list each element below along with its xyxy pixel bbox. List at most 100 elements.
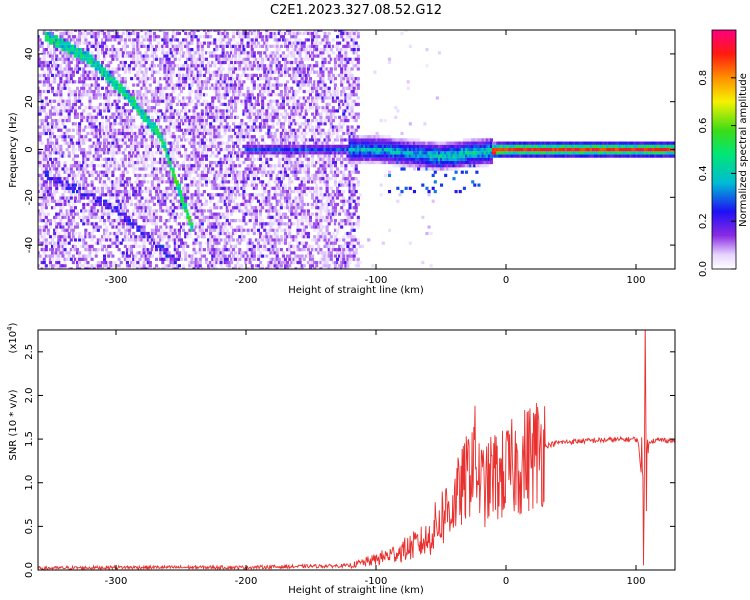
heatmap-cell xyxy=(92,215,96,219)
heatmap-cell xyxy=(231,167,236,171)
heatmap-cell xyxy=(71,73,75,78)
heatmap-cell xyxy=(209,215,213,219)
heatmap-cell xyxy=(246,177,250,181)
heatmap-cell xyxy=(265,148,269,152)
heatmap-cell xyxy=(92,89,96,94)
heatmap-cell xyxy=(167,209,171,213)
heatmap-cell xyxy=(175,164,179,168)
heatmap-cell xyxy=(177,193,181,197)
heatmap-cell xyxy=(78,164,82,168)
heatmap-cell xyxy=(204,106,209,110)
heatmap-cell xyxy=(100,164,105,168)
heatmap-cell xyxy=(63,241,67,245)
heatmap-cell xyxy=(123,96,127,100)
heatmap-cell xyxy=(100,186,105,190)
heatmap-cell xyxy=(219,196,223,200)
heatmap-cell xyxy=(211,141,215,145)
heatmap-cell xyxy=(92,73,96,78)
heatmap-cell xyxy=(259,167,263,171)
heatmap-cell xyxy=(84,93,88,97)
heatmap-cell xyxy=(92,31,96,36)
heatmap-cell xyxy=(121,173,125,178)
heatmap-cell xyxy=(155,244,159,249)
heatmap-cell xyxy=(275,238,279,242)
heatmap-cell xyxy=(144,144,148,148)
heatmap-cell xyxy=(69,106,73,110)
heatmap-cell xyxy=(200,193,204,197)
heatmap-cell xyxy=(157,235,161,239)
heatmap-cell xyxy=(65,222,69,226)
heatmap-cell xyxy=(96,157,100,161)
heatmap-cell xyxy=(142,202,146,207)
heatmap-cell xyxy=(53,47,57,52)
heatmap-cell xyxy=(261,109,265,113)
heatmap-cell xyxy=(94,35,98,39)
heatmap-cell xyxy=(231,44,236,48)
heatmap-cell xyxy=(169,164,173,168)
heatmap-cell xyxy=(163,193,167,197)
heatmap-cell xyxy=(67,118,71,123)
heatmap-cell xyxy=(215,212,219,216)
heatmap-cell xyxy=(225,115,229,119)
heatmap-cell xyxy=(98,128,102,132)
heatmap-cell xyxy=(48,60,53,65)
heatmap-cell xyxy=(198,251,202,255)
heatmap-cell xyxy=(250,73,254,78)
heatmap-cell xyxy=(84,186,88,190)
heatmap-cell xyxy=(86,138,90,142)
heatmap-cell xyxy=(238,60,242,65)
heatmap-cell xyxy=(215,77,219,81)
heatmap-cell xyxy=(236,47,240,52)
heatmap-cell xyxy=(275,202,279,207)
heatmap-cell xyxy=(78,254,82,258)
heatmap-cell xyxy=(46,141,50,145)
heatmap-cell xyxy=(152,238,157,242)
heatmap-cell xyxy=(59,202,63,207)
heatmap-cell xyxy=(53,44,57,48)
heatmap-cell xyxy=(113,77,117,81)
heatmap-cell xyxy=(161,57,165,61)
heatmap-cell xyxy=(246,167,250,171)
heatmap-cell xyxy=(215,193,219,197)
heatmap-cell xyxy=(140,167,144,171)
heatmap-cell xyxy=(229,135,233,139)
heatmap-cell xyxy=(119,47,123,52)
heatmap-cell xyxy=(65,186,69,190)
heatmap-cell xyxy=(107,260,111,265)
heatmap-cell xyxy=(246,38,250,42)
heatmap-cell xyxy=(111,170,115,174)
heatmap-cell xyxy=(242,180,246,184)
heatmap-cell xyxy=(75,257,80,261)
heatmap-cell xyxy=(271,109,275,113)
heatmap-cell xyxy=(240,93,244,97)
heatmap-cell xyxy=(132,131,136,136)
heatmap-cell xyxy=(82,196,86,200)
heatmap-cell xyxy=(238,206,242,210)
heatmap-cell xyxy=(113,112,117,116)
heatmap-cell xyxy=(169,260,173,265)
heatmap-cell xyxy=(92,206,96,210)
heatmap-cell xyxy=(100,157,105,161)
heatmap-cell xyxy=(171,60,175,65)
heatmap-cell xyxy=(157,183,161,187)
heatmap-cell xyxy=(130,225,134,229)
heatmap-cell xyxy=(51,31,55,36)
heatmap-cell xyxy=(159,64,163,68)
heatmap-cell xyxy=(157,86,161,90)
heatmap-cell xyxy=(44,157,48,161)
heatmap-cell xyxy=(225,112,229,116)
heatmap-cell xyxy=(84,189,88,194)
heatmap-cell xyxy=(65,141,69,145)
heatmap-cell xyxy=(51,167,55,171)
heatmap-cell xyxy=(103,57,107,61)
heatmap-cell xyxy=(190,60,194,65)
heatmap-cell xyxy=(194,202,198,207)
heatmap-cell xyxy=(273,267,277,269)
heatmap-cell xyxy=(240,35,244,39)
heatmap-cell xyxy=(209,196,213,200)
heatmap-cell xyxy=(59,112,63,116)
heatmap-cell xyxy=(132,122,136,126)
heatmap-cell xyxy=(259,157,263,161)
heatmap-cell xyxy=(225,206,229,210)
heatmap-cell xyxy=(51,35,55,39)
